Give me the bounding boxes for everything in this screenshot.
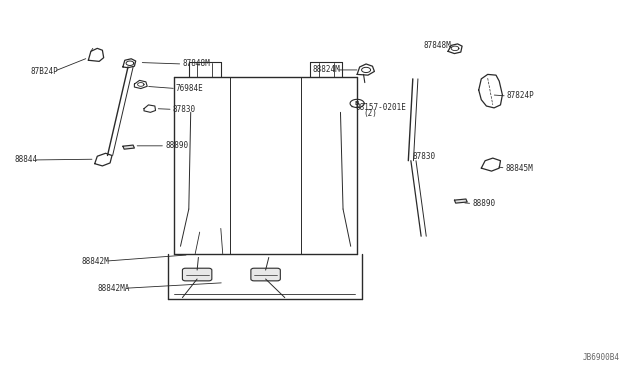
Text: B: B <box>355 101 359 106</box>
Text: 87848M: 87848M <box>182 60 210 68</box>
Text: 88845M: 88845M <box>506 164 533 173</box>
Text: (2): (2) <box>364 109 378 118</box>
Text: 88890: 88890 <box>472 199 495 208</box>
FancyBboxPatch shape <box>251 268 280 281</box>
Text: 87824P: 87824P <box>507 92 534 100</box>
FancyBboxPatch shape <box>182 268 212 281</box>
Text: 87830: 87830 <box>173 105 196 114</box>
Text: 87B24P: 87B24P <box>31 67 58 76</box>
Text: 87848M: 87848M <box>424 41 451 50</box>
Text: 88890: 88890 <box>165 141 188 150</box>
Polygon shape <box>454 199 467 203</box>
Text: 88842M: 88842M <box>82 257 109 266</box>
Text: 88824M: 88824M <box>312 65 340 74</box>
Text: 76984E: 76984E <box>176 84 204 93</box>
Polygon shape <box>123 145 134 149</box>
Text: JB6900B4: JB6900B4 <box>582 353 620 362</box>
Text: 08157-0201E: 08157-0201E <box>355 103 406 112</box>
Text: 88842MA: 88842MA <box>97 284 130 293</box>
Text: 88844: 88844 <box>14 155 37 164</box>
Text: 87830: 87830 <box>413 153 436 161</box>
